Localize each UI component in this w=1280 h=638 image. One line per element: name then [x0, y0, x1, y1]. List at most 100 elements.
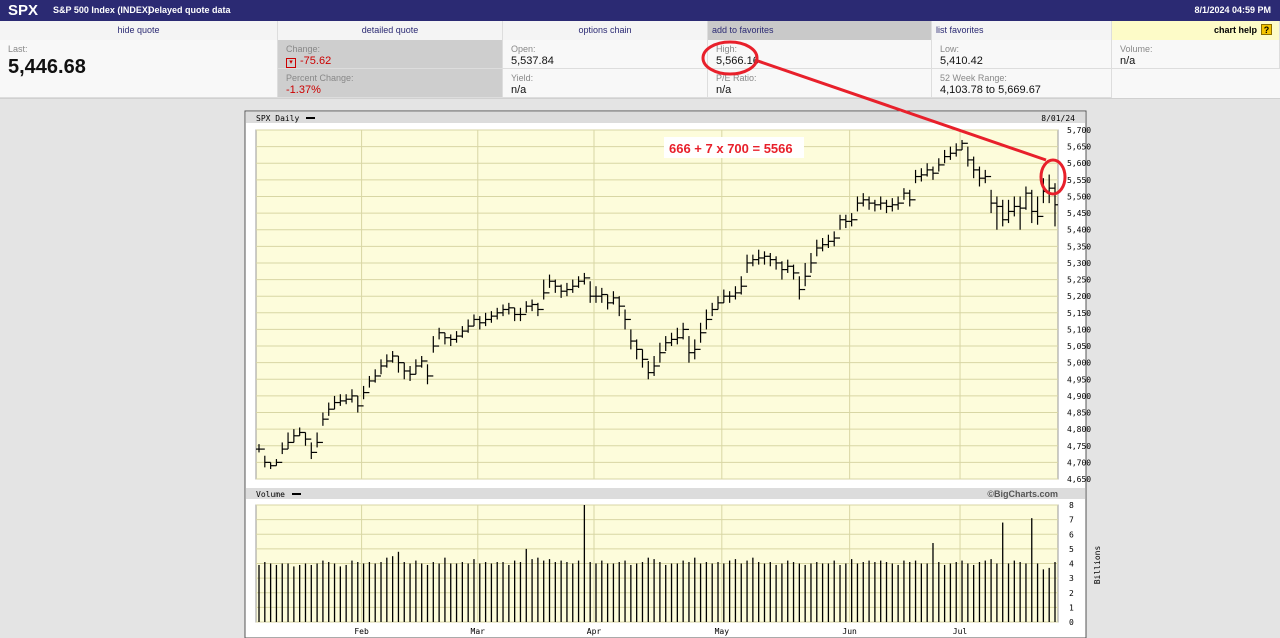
high-value: 5,566.16 — [716, 55, 759, 67]
ohlc-bar — [720, 289, 727, 304]
ohlc-bar — [709, 302, 716, 321]
ohlc-bar — [430, 336, 437, 377]
price-tick-label: 4,750 — [1067, 442, 1091, 451]
ohlc-bar — [505, 302, 512, 315]
ohlc-bar — [691, 339, 698, 360]
volume-value: n/a — [1120, 55, 1136, 67]
ohlc-bar — [441, 332, 448, 345]
ohlc-bar — [500, 304, 507, 317]
ohlc-bar — [755, 249, 762, 265]
volume-tick-label: 3 — [1069, 574, 1074, 583]
volume-tick-label: 8 — [1069, 501, 1074, 510]
ohlc-bar — [273, 459, 280, 467]
price-tick-label: 5,650 — [1067, 143, 1091, 152]
ohlc-bar — [395, 355, 402, 373]
security-name: S&P 500 Index (INDEX) — [53, 5, 151, 15]
hide-quote-tab[interactable]: hide quote — [0, 21, 278, 40]
ohlc-bar — [494, 307, 501, 320]
ohlc-bar — [470, 314, 477, 327]
price-chart-title: SPX Daily — [256, 114, 300, 123]
ohlc-bar — [726, 291, 733, 303]
low-cell: Low: 5,410.42 — [932, 40, 1112, 69]
ohlc-bar — [802, 262, 809, 291]
list-favorites-tab[interactable]: list favorites — [932, 21, 1112, 40]
ohlc-bar — [372, 369, 379, 383]
pe-value: n/a — [716, 84, 732, 96]
options-chain-tab[interactable]: options chain — [503, 21, 708, 40]
ohlc-bar — [906, 189, 913, 207]
ohlc-bar — [831, 231, 838, 247]
add-favorites-tab[interactable]: add to favorites — [708, 21, 932, 40]
volume-tick-label: 7 — [1069, 516, 1074, 525]
ohlc-bar — [616, 296, 623, 317]
ohlc-bar — [738, 276, 745, 295]
detailed-quote-tab[interactable]: detailed quote — [278, 21, 503, 40]
hide-quote-label: hide quote — [117, 25, 160, 35]
range-cell: 52 Week Range: 4,103.78 to 5,669.67 — [932, 69, 1112, 98]
ohlc-bar — [308, 438, 315, 460]
ohlc-bar — [715, 296, 722, 311]
ohlc-bar — [546, 274, 553, 294]
price-tick-label: 4,700 — [1067, 458, 1091, 467]
change-value-wrap: ▾ -75.62 — [286, 55, 331, 68]
ohlc-bar — [285, 432, 292, 450]
ohlc-bar — [662, 336, 669, 354]
ohlc-bar — [476, 316, 483, 330]
ohlc-bar — [383, 354, 390, 368]
ohlc-bar — [529, 299, 536, 312]
ohlc-bar — [703, 309, 710, 334]
ohlc-bar — [773, 256, 780, 270]
ohlc-bar — [511, 307, 518, 322]
ohlc-bar — [453, 331, 460, 343]
ohlc-bar — [337, 394, 344, 406]
ohlc-bar — [633, 339, 640, 360]
ohlc-bar — [261, 448, 268, 468]
pe-label: P/E Ratio: — [716, 73, 757, 83]
ohlc-bar — [790, 264, 797, 280]
ohlc-bar — [796, 272, 803, 300]
quote-panel: Last: 5,446.68 Change: ▾ -75.62 Percent C… — [0, 40, 1280, 99]
price-tick-label: 4,900 — [1067, 392, 1091, 401]
ohlc-bar — [959, 139, 966, 151]
ohlc-bar — [407, 365, 414, 381]
ohlc-bar — [575, 276, 582, 288]
price-tick-label: 5,050 — [1067, 342, 1091, 351]
ohlc-bar — [581, 272, 588, 285]
ohlc-bar — [645, 358, 652, 380]
ohlc-bar — [988, 175, 995, 214]
ohlc-bar — [999, 199, 1006, 227]
ohlc-bar — [918, 168, 925, 182]
annotation-text: 666 + 7 x 700 = 5566 — [669, 141, 793, 156]
high-cell: High: 5,566.16 — [708, 40, 932, 69]
ohlc-bar — [1034, 196, 1041, 225]
ohlc-bar — [343, 394, 350, 405]
ohlc-bar — [866, 196, 873, 210]
low-label: Low: — [940, 44, 960, 54]
ohlc-bar — [517, 307, 524, 322]
ohlc-bar — [807, 252, 814, 277]
price-tick-label: 5,100 — [1067, 325, 1091, 334]
ohlc-bar — [563, 282, 570, 297]
open-label: Open: — [511, 44, 536, 54]
list-favorites-label: list favorites — [936, 25, 984, 35]
price-tick-label: 5,300 — [1067, 259, 1091, 268]
ohlc-bar — [744, 254, 751, 287]
ohlc-bar — [656, 342, 663, 367]
tab-bar: hide quote detailed quote options chain … — [0, 21, 1280, 40]
options-chain-label: options chain — [578, 25, 632, 35]
ohlc-bar — [953, 143, 960, 157]
ohlc-bar — [418, 356, 425, 368]
bigcharts-credit: ©BigCharts.com — [987, 489, 1058, 499]
ohlc-bar — [749, 254, 756, 267]
quote-datetime: 8/1/2024 04:59 PM — [1194, 5, 1271, 15]
ohlc-bar — [534, 302, 541, 317]
month-label: Jul — [953, 627, 968, 636]
volume-axis-label: Billions — [1093, 546, 1102, 585]
ohlc-bar — [378, 359, 385, 377]
annotation-arrow-line — [754, 58, 1047, 162]
symbol: SPX — [8, 2, 39, 19]
volume-chart-title: Volume — [256, 490, 285, 499]
ohlc-bar — [592, 286, 599, 303]
ohlc-bar — [889, 198, 896, 212]
pe-cell: P/E Ratio: n/a — [708, 69, 932, 98]
